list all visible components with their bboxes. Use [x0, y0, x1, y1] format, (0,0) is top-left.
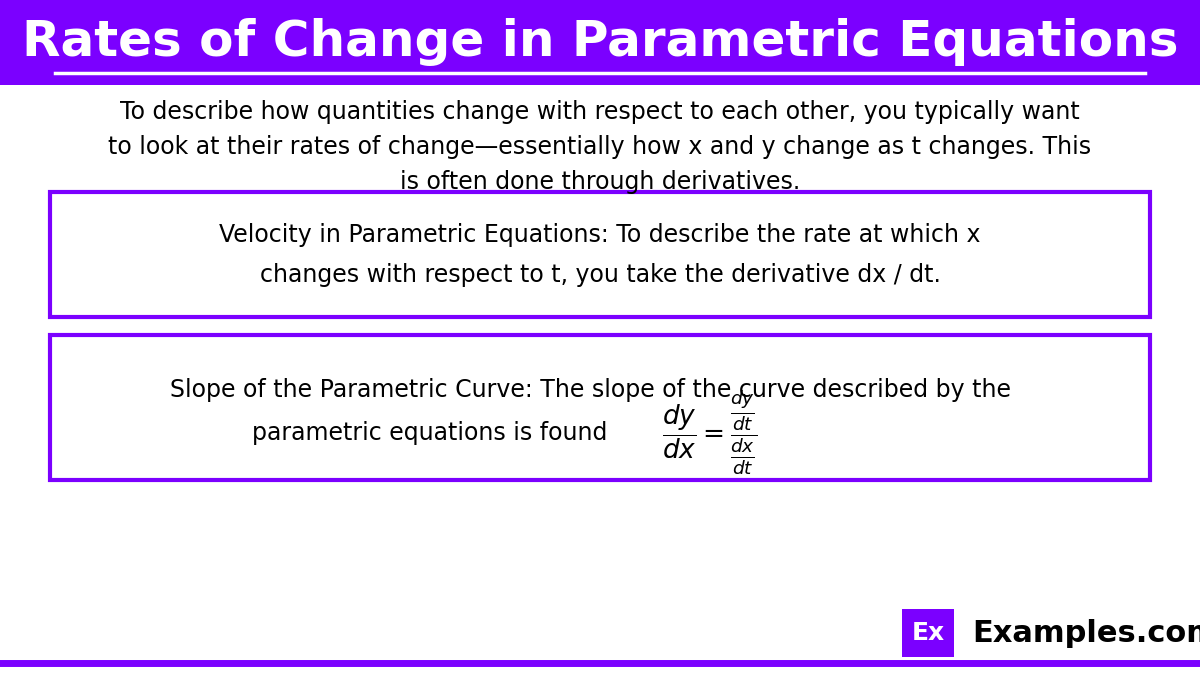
- Text: To describe how quantities change with respect to each other, you typically want: To describe how quantities change with r…: [108, 100, 1092, 194]
- Text: Ex: Ex: [912, 621, 944, 645]
- Text: Examples.com: Examples.com: [972, 618, 1200, 647]
- FancyBboxPatch shape: [902, 609, 954, 657]
- Text: Velocity in Parametric Equations: To describe the rate at which x
changes with r: Velocity in Parametric Equations: To des…: [220, 223, 980, 287]
- Text: parametric equations is found: parametric equations is found: [252, 421, 607, 445]
- Text: Slope of the Parametric Curve: The slope of the curve described by the: Slope of the Parametric Curve: The slope…: [169, 378, 1010, 402]
- Text: $\dfrac{dy}{dx} = \dfrac{\frac{dy}{dt}}{\frac{dx}{dt}}$: $\dfrac{dy}{dx} = \dfrac{\frac{dy}{dt}}{…: [662, 389, 758, 477]
- FancyBboxPatch shape: [0, 0, 1200, 85]
- FancyBboxPatch shape: [50, 335, 1150, 480]
- Text: Rates of Change in Parametric Equations: Rates of Change in Parametric Equations: [22, 18, 1178, 66]
- FancyBboxPatch shape: [50, 192, 1150, 317]
